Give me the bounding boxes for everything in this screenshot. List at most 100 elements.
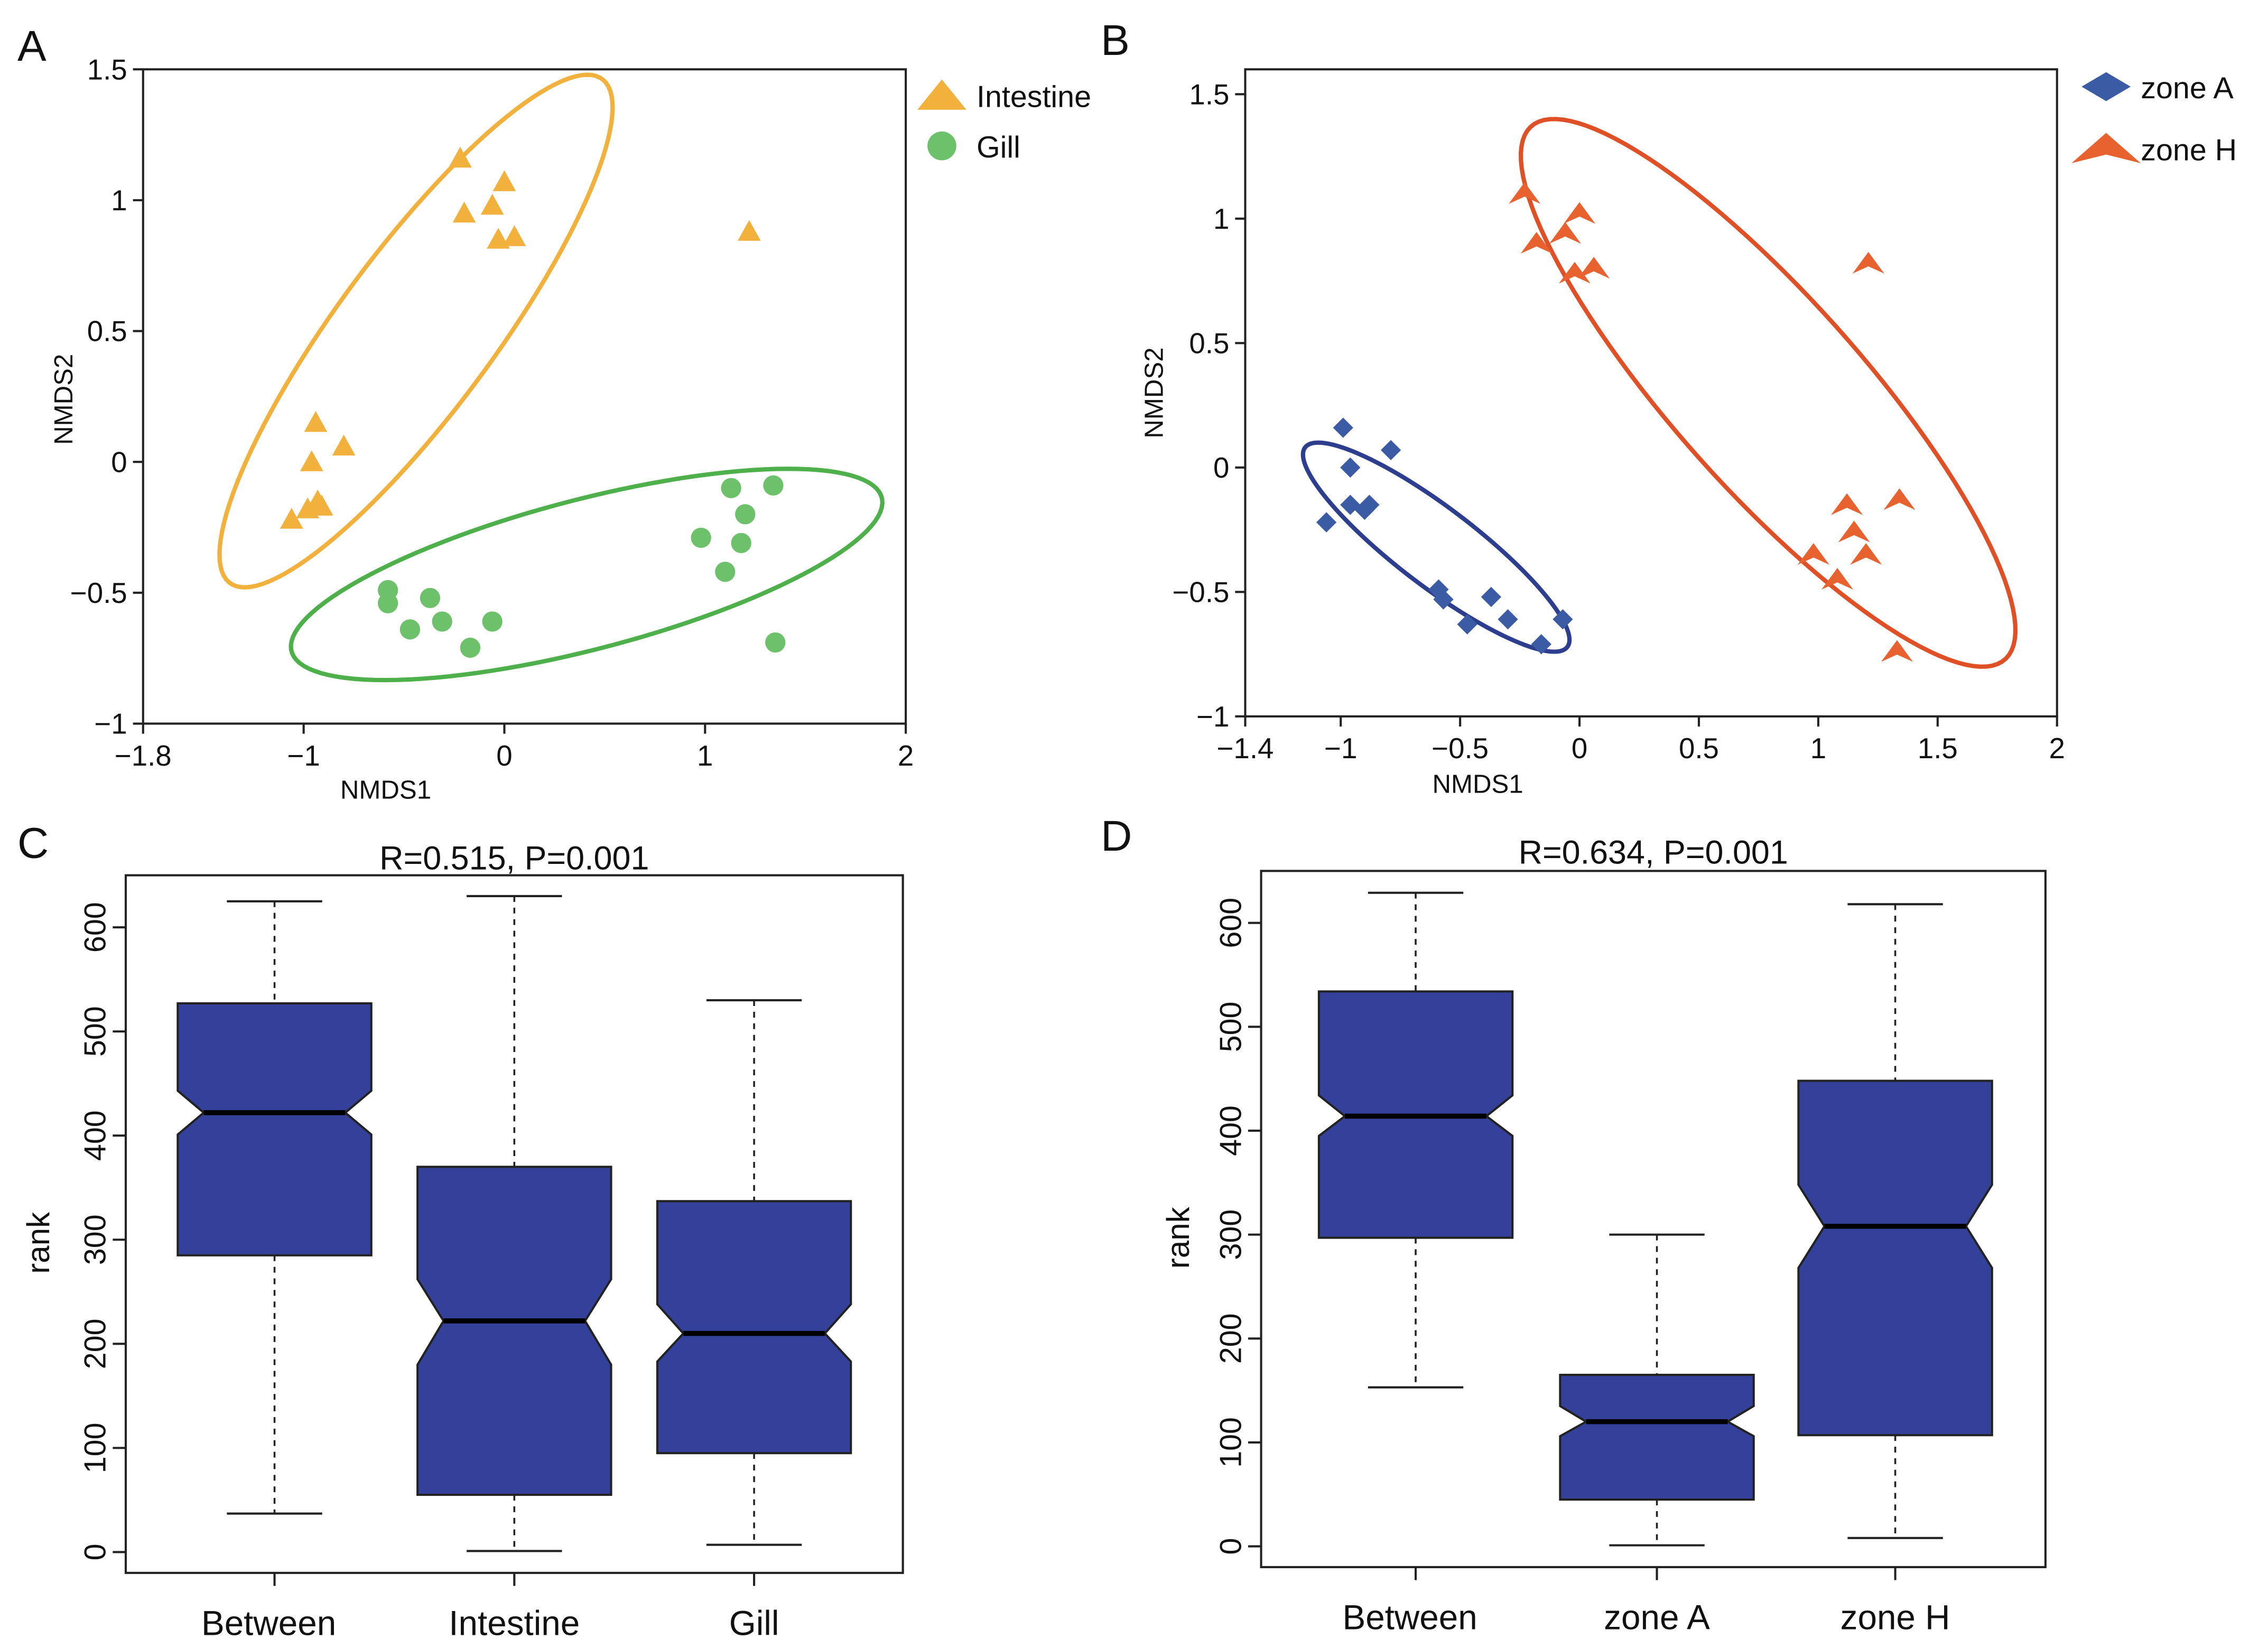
panel-a-legend-marker bbox=[927, 131, 956, 161]
panel-b-label: B bbox=[1101, 16, 1130, 64]
panel-a-series-intestine bbox=[280, 146, 761, 529]
panel-a-point bbox=[765, 632, 786, 653]
panel-b-point bbox=[1850, 543, 1882, 565]
panel-a-point bbox=[378, 593, 398, 613]
panel-b-plot-frame bbox=[1244, 68, 2058, 718]
panel-a-ellipse-gill bbox=[289, 467, 885, 683]
panel-b-ytick-label: 1 bbox=[1213, 203, 1229, 235]
panel-a-point bbox=[492, 170, 516, 191]
panel-b-point bbox=[1359, 495, 1380, 515]
panel-b-point bbox=[1881, 640, 1913, 662]
panel-a-point bbox=[399, 619, 421, 640]
panel-d-yaxis-title: rank bbox=[1160, 1206, 1196, 1269]
panel-a-plot-frame bbox=[142, 68, 907, 725]
panel-a-xaxis-title: NMDS1 bbox=[340, 776, 431, 805]
panel-c-category-label: Between bbox=[201, 1604, 336, 1642]
panel-b-point bbox=[1558, 262, 1591, 284]
panel-a-scatter: A−1.8 −1 0 1 2−1−0.500.511.5NMDS1NMDS2Intest… bbox=[17, 22, 1091, 805]
panel-b-point bbox=[1883, 488, 1916, 510]
panel-b-xtick-label: −0.5 bbox=[1432, 732, 1489, 765]
panel-a-point bbox=[432, 611, 452, 632]
panel-a-ytick-label: 1 bbox=[111, 184, 127, 217]
panel-c-title: R=0.515, P=0.001 bbox=[379, 840, 649, 877]
panel-b-xaxis-title: NMDS1 bbox=[1432, 770, 1523, 799]
panel-a-xtick-label: −1 bbox=[287, 740, 320, 772]
panel-d-category-label: zone A bbox=[1604, 1598, 1710, 1636]
panel-d-ytick-label: 300 bbox=[1214, 1209, 1248, 1260]
panel-c-ytick-label: 500 bbox=[79, 1006, 113, 1057]
panel-b-point bbox=[1509, 182, 1541, 204]
panel-c-ytick-label: 100 bbox=[79, 1422, 113, 1473]
panel-b-xtick-label: 2 bbox=[2049, 732, 2065, 765]
panel-a-point bbox=[300, 450, 323, 471]
panel-b-point bbox=[1831, 493, 1863, 515]
panel-b-point bbox=[1553, 609, 1573, 630]
panel-b-point bbox=[1333, 417, 1353, 438]
panel-a-point bbox=[691, 527, 711, 548]
panel-b-point bbox=[1563, 202, 1596, 224]
panel-b-point bbox=[1498, 609, 1518, 630]
panel-d-label: D bbox=[1101, 812, 1132, 860]
panel-a-point bbox=[449, 146, 472, 168]
panel-d-box-body bbox=[1797, 1079, 1993, 1437]
panel-d-box-zone-a bbox=[1559, 1233, 1755, 1547]
panel-d-box-zone-h bbox=[1797, 903, 1993, 1539]
panel-a-point bbox=[503, 225, 526, 246]
panel-b-xtick-label: −1 bbox=[1324, 732, 1357, 765]
panel-b-point bbox=[1316, 512, 1337, 533]
panel-b-ellipse-zone-a bbox=[1300, 440, 1572, 654]
panel-b-ytick-label: −0.5 bbox=[1173, 576, 1230, 608]
panel-b-point bbox=[1340, 457, 1361, 478]
panel-b-ytick-label: 0.5 bbox=[1189, 327, 1229, 359]
panel-a-ellipse-intestine bbox=[217, 72, 615, 590]
panel-b-point bbox=[1797, 543, 1829, 565]
panel-c-ytick-label: 600 bbox=[79, 902, 113, 953]
panel-a-ytick-label: 0 bbox=[111, 446, 127, 478]
panel-d-ytick-label: 500 bbox=[1214, 1001, 1248, 1052]
panel-c-label: C bbox=[17, 820, 49, 868]
panel-a-legend-label: Intestine bbox=[977, 80, 1091, 114]
panel-c-box-body bbox=[656, 1200, 852, 1455]
panel-a-point bbox=[715, 562, 736, 582]
panel-d-ytick-label: 200 bbox=[1214, 1313, 1248, 1364]
panel-b-ytick-label: 1.5 bbox=[1189, 78, 1229, 110]
panel-c-box-body bbox=[176, 1002, 373, 1256]
panel-d-ytick-label: 100 bbox=[1214, 1417, 1248, 1468]
panel-b-legend-label: zone H bbox=[2141, 133, 2237, 167]
panel-a-xtick-label: 2 bbox=[898, 740, 914, 772]
panel-b-point bbox=[1838, 520, 1870, 543]
panel-b-xtick-label: 0 bbox=[1572, 732, 1587, 765]
panel-b-point bbox=[1821, 567, 1854, 590]
panel-c-ytick-label: 0 bbox=[79, 1543, 113, 1560]
panel-a-point bbox=[763, 475, 784, 496]
panel-d-ytick-label: 600 bbox=[1214, 898, 1248, 948]
panel-c-box-body bbox=[416, 1166, 612, 1496]
panel-a-legend-marker bbox=[917, 79, 966, 110]
panel-a-series-gill bbox=[378, 475, 786, 658]
panel-a-point bbox=[460, 637, 481, 658]
panel-a-point bbox=[420, 588, 441, 608]
panel-b-point bbox=[1481, 586, 1502, 607]
panel-a-xtick-label: −1.8 bbox=[115, 740, 172, 772]
panel-d-category-label: Between bbox=[1342, 1598, 1477, 1636]
panel-a-point bbox=[737, 220, 761, 241]
panel-b-point bbox=[1852, 252, 1884, 274]
panel-a-label: A bbox=[17, 22, 47, 70]
panel-b-xtick-label: 1 bbox=[1810, 732, 1826, 765]
panel-a-point bbox=[280, 508, 303, 529]
panel-c-box-between bbox=[176, 900, 373, 1515]
panel-a-point bbox=[735, 504, 756, 525]
panel-b-point bbox=[1520, 232, 1553, 254]
panel-a-point bbox=[482, 611, 503, 632]
panel-d-box-body bbox=[1559, 1374, 1755, 1501]
panel-b-yaxis-title: NMDS2 bbox=[1140, 347, 1169, 438]
panel-d-box-between bbox=[1317, 891, 1514, 1389]
panel-c-category-label: Gill bbox=[729, 1604, 779, 1642]
panel-b-legend-label: zone A bbox=[2141, 71, 2234, 105]
panel-c-ytick-label: 400 bbox=[79, 1110, 113, 1161]
panel-b-xtick-label: 1.5 bbox=[1918, 732, 1958, 765]
panel-a-xtick-label: 0 bbox=[496, 740, 512, 772]
panel-d-title: R=0.634, P=0.001 bbox=[1519, 834, 1788, 871]
panel-d-ytick-label: 0 bbox=[1214, 1538, 1248, 1555]
